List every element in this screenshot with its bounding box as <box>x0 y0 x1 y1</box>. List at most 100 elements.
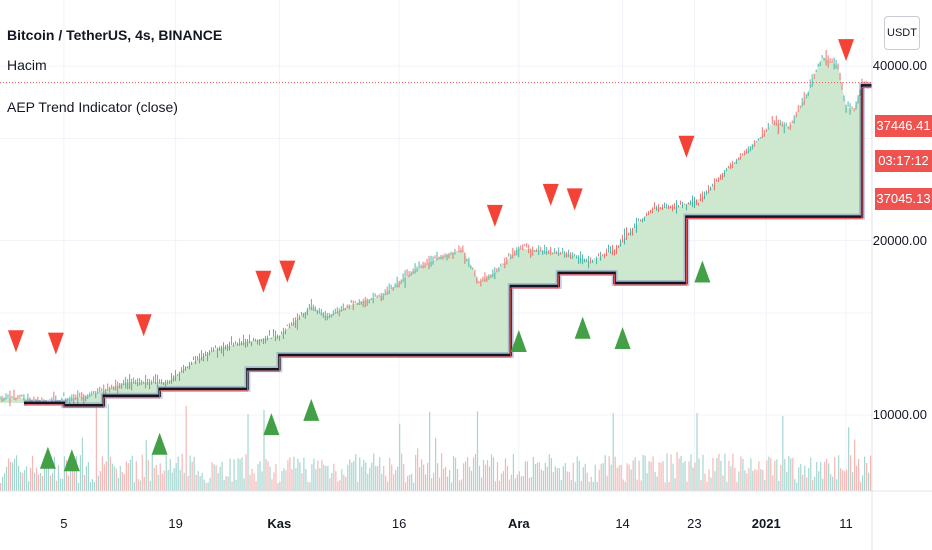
volume-bar <box>425 474 427 491</box>
volume-bar <box>119 466 121 491</box>
volume-bar <box>578 460 580 491</box>
volume-bar <box>247 414 249 491</box>
volume-bar <box>770 458 772 491</box>
trend-fill-area <box>0 56 870 406</box>
volume-bar <box>127 463 129 491</box>
volume-bar <box>293 456 295 491</box>
volume-bar <box>660 462 662 491</box>
volume-bar <box>742 458 744 491</box>
volume-bar <box>490 454 493 491</box>
volume-bar <box>213 464 215 491</box>
volume-bar <box>267 461 269 491</box>
volume-bar <box>91 479 93 491</box>
volume-bar <box>221 461 223 491</box>
candle-series <box>0 50 871 407</box>
volume-bar <box>361 466 363 491</box>
volume-bar <box>261 471 263 491</box>
volume-bar <box>381 473 383 491</box>
volume-bar <box>854 439 856 491</box>
volume-bar <box>570 480 572 491</box>
sell-signal-marker <box>486 204 503 227</box>
volume-bar <box>241 457 243 491</box>
volume-bar <box>718 453 720 491</box>
volume-bar <box>506 465 509 491</box>
high-price-label: 37446.41 <box>875 115 932 137</box>
volume-bar <box>440 453 443 491</box>
volume-bar <box>287 460 289 491</box>
volume-bar <box>371 462 373 491</box>
volume-bar <box>185 405 187 491</box>
volume-bar <box>399 423 401 491</box>
volume-bar <box>824 461 826 491</box>
volume-bar <box>179 469 181 491</box>
volume-bar <box>235 479 237 491</box>
volume-bar <box>642 454 644 491</box>
volume-bar <box>427 462 429 491</box>
volume-bar <box>566 471 568 491</box>
volume-bar <box>838 455 840 491</box>
volume-bar <box>656 476 658 491</box>
volume-bar <box>117 478 119 491</box>
volume-bar <box>5 466 8 491</box>
volume-bar <box>0 482 2 491</box>
volume-bar <box>842 470 844 491</box>
volume-bar <box>257 464 259 491</box>
volume-bar <box>618 465 620 491</box>
volume-bar <box>816 461 818 491</box>
volume-bar <box>143 476 145 491</box>
volume-bar <box>1 476 4 491</box>
volume-bar <box>470 470 473 491</box>
volume-bar <box>9 461 12 491</box>
volume-bar <box>333 463 335 491</box>
volume-bar <box>706 481 708 491</box>
trend-line-edge <box>23 86 872 408</box>
volume-bar <box>33 472 36 491</box>
volume-indicator-label[interactable]: Hacim <box>7 57 47 73</box>
volume-bar <box>153 467 155 491</box>
volume-bar <box>219 466 221 491</box>
chart-grid <box>0 0 872 491</box>
volume-bar <box>415 454 417 491</box>
sell-signal-marker <box>678 135 695 158</box>
volume-bar <box>666 453 668 491</box>
volume-bar <box>49 475 52 491</box>
volume-bar <box>754 469 756 491</box>
volume-bar <box>245 454 247 491</box>
volume-bar <box>454 457 457 491</box>
volume-bar <box>744 470 746 491</box>
volume-bar <box>700 480 702 491</box>
volume-bar <box>546 466 548 491</box>
currency-button[interactable]: USDT <box>884 16 920 50</box>
volume-bar <box>103 464 105 491</box>
volume-bar <box>696 413 698 491</box>
volume-bar <box>812 479 814 491</box>
volume-bar <box>538 462 540 491</box>
aep-indicator-label[interactable]: AEP Trend Indicator (close) <box>7 99 178 115</box>
volume-bar <box>822 478 824 491</box>
volume-bar <box>684 461 686 491</box>
volume-bar <box>698 458 700 491</box>
volume-bar <box>456 469 459 491</box>
volume-bar <box>401 453 403 491</box>
volume-bar <box>23 470 26 491</box>
sell-signal-marker <box>542 183 559 206</box>
volume-bar <box>714 471 716 491</box>
volume-bar <box>107 404 109 491</box>
volume-bar <box>740 456 742 491</box>
volume-bar <box>299 462 301 491</box>
volume-bar <box>800 463 802 491</box>
volume-bar <box>488 466 491 491</box>
volume-bar <box>594 464 596 491</box>
volume-bar <box>836 479 838 491</box>
volume-bar <box>13 458 16 491</box>
volume-bar <box>590 476 592 491</box>
volume-bar <box>518 471 521 491</box>
volume-bar <box>431 478 433 491</box>
volume-bar <box>732 453 734 491</box>
volume-bar <box>436 463 439 491</box>
volume-bar <box>391 464 393 491</box>
symbol-title[interactable]: Bitcoin / TetherUS, 4s, BINANCE <box>7 27 223 43</box>
time-tick-label: 2021 <box>751 516 781 531</box>
volume-bar <box>564 462 566 491</box>
